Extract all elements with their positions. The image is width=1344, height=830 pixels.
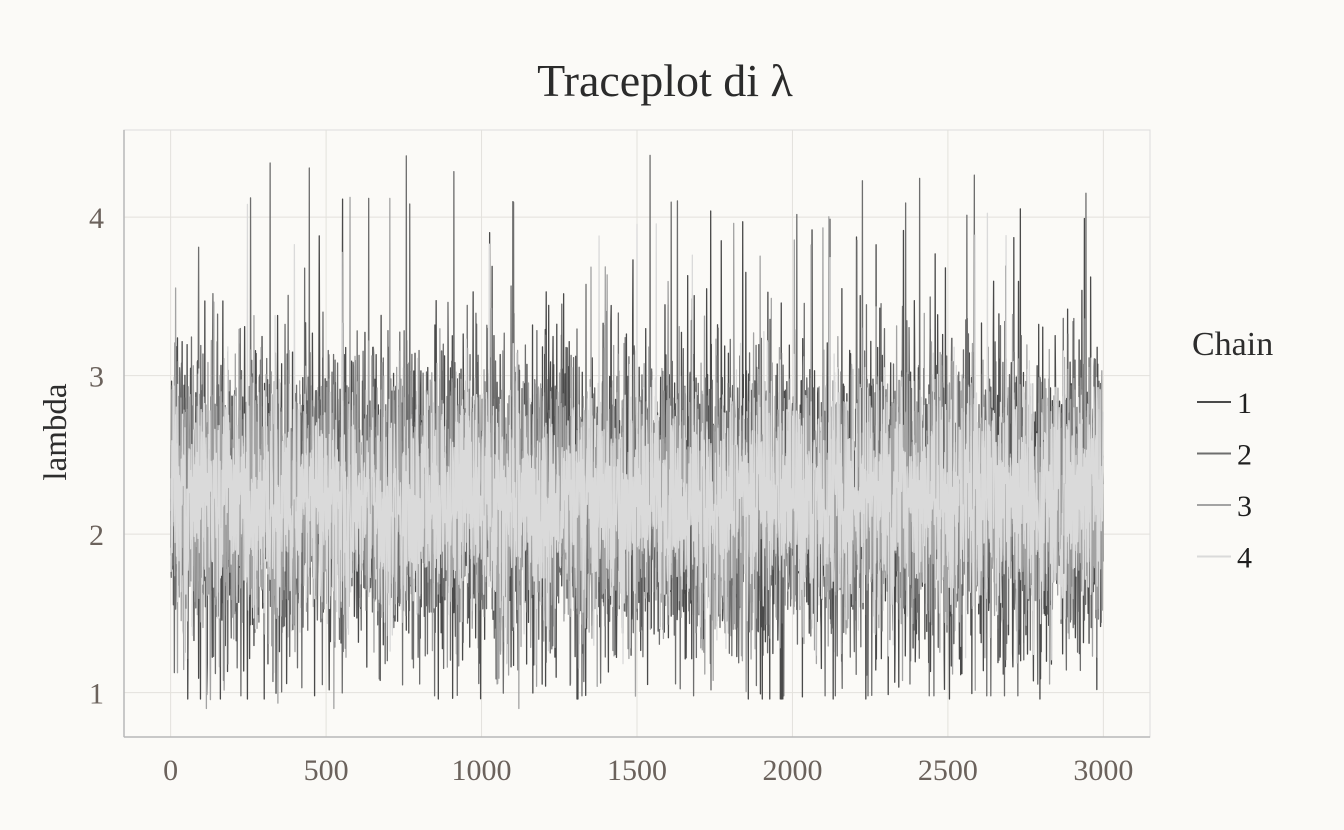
legend-label-chain-2: 2	[1237, 439, 1252, 472]
x-tick-label: 500	[304, 754, 349, 787]
chart-title: Traceplot di λ	[537, 55, 793, 106]
legend-label-chain-1: 1	[1237, 387, 1252, 420]
x-tick-label: 2500	[918, 754, 978, 787]
x-tick-label: 1500	[607, 754, 667, 787]
y-tick-label: 3	[89, 361, 104, 394]
legend-label-chain-3: 3	[1237, 490, 1252, 523]
x-tick-label: 3000	[1073, 754, 1133, 787]
x-tick-label: 2000	[762, 754, 822, 787]
x-tick-labels: 0 500 1000 1500 2000 2500 3000	[163, 754, 1133, 787]
y-tick-label: 4	[89, 202, 104, 235]
series-line-chain-4	[169, 203, 1104, 666]
series-lines	[169, 154, 1104, 710]
y-tick-labels: 1 2 3 4	[89, 202, 104, 710]
legend-title: Chain	[1192, 326, 1273, 363]
y-tick-label: 2	[89, 519, 104, 552]
legend: Chain 1 2 3 4	[1192, 326, 1273, 575]
legend-label-chain-4: 4	[1237, 542, 1252, 575]
x-tick-label: 1000	[452, 754, 512, 787]
y-tick-label: 1	[89, 678, 104, 711]
y-axis-title: lambda	[38, 383, 74, 480]
x-tick-label: 0	[163, 754, 178, 787]
